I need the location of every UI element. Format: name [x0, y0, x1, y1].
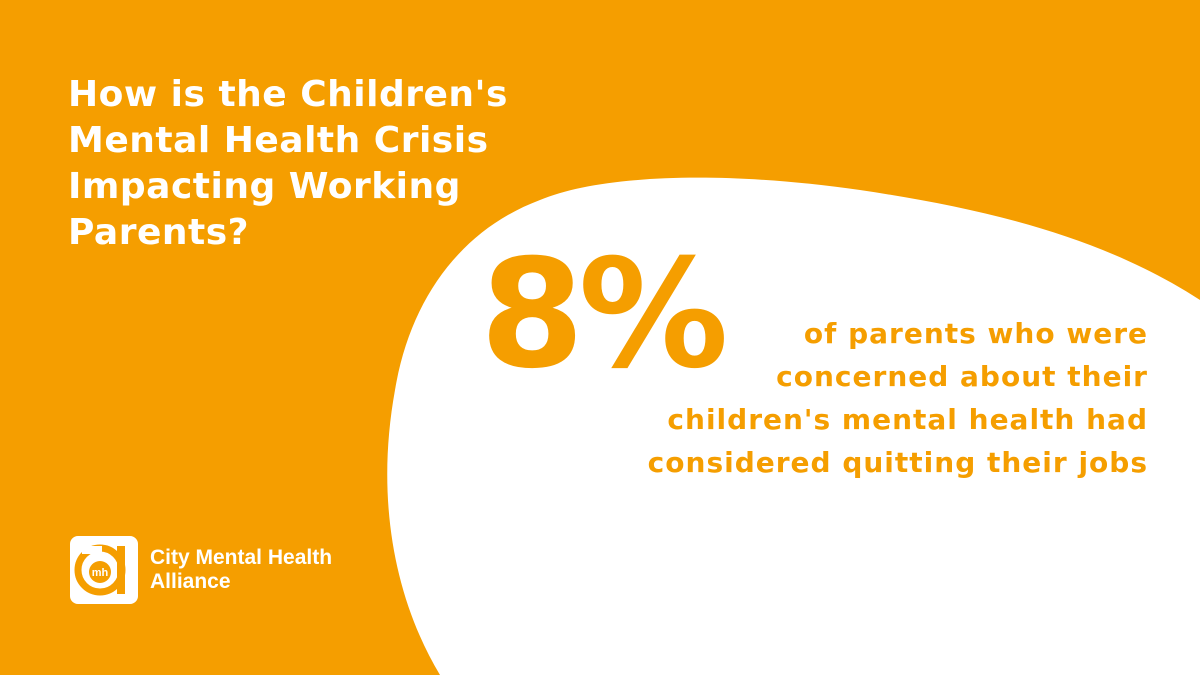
logo-letters: mh	[92, 567, 109, 579]
headline-line: How is the Children's	[68, 74, 508, 115]
brand-name-line: City Mental Health	[150, 546, 333, 569]
headline: How is the Children's Mental Health Cris…	[68, 72, 538, 256]
brand-name: City Mental Health Alliance	[150, 546, 332, 594]
statistic-description-line: of parents who were	[803, 317, 1148, 350]
headline-line: Mental Health Crisis	[68, 120, 489, 161]
statistic-description-line: children's mental health had	[667, 403, 1148, 436]
cmha-logo-icon: mh	[70, 536, 138, 604]
headline-line: Impacting Working	[68, 166, 461, 207]
statistic-description-line: considered quitting their jobs	[647, 446, 1148, 479]
statistic-value: 8%	[480, 228, 729, 402]
statistic-description-line: concerned about their	[776, 360, 1148, 393]
brand-name-line: Alliance	[150, 570, 231, 593]
brand-logo: mh City Mental Health Alliance	[70, 536, 332, 604]
statistic-description: of parents who were concerned about thei…	[548, 312, 1148, 484]
headline-line: Parents?	[68, 212, 250, 253]
